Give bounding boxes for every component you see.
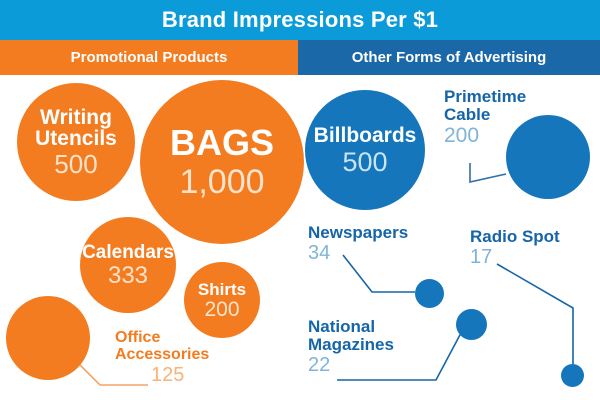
label-newspapers-value: 34	[308, 242, 331, 265]
bubble-calendars-value: 333	[107, 261, 149, 289]
category-other-advertising: Other Forms of Advertising	[298, 40, 600, 75]
bubble-billboards[interactable]: Billboards 500	[305, 90, 425, 210]
label-primetime-cable-line2: Cable	[444, 105, 491, 125]
bubble-billboards-label: Billboards	[313, 123, 417, 147]
label-national-magazines-line1: National	[308, 317, 376, 336]
bubble-primetime-cable[interactable]	[506, 115, 590, 199]
bubble-calendars-label: Calendars	[82, 241, 174, 263]
bubble-shirts-label: Shirts	[197, 279, 247, 299]
label-radio-spot: Radio Spot 17	[470, 227, 560, 269]
bubble-newspapers[interactable]	[415, 279, 444, 308]
category-left-label: Promotional Products	[70, 49, 228, 66]
bubble-bags-label: BAGS	[169, 122, 274, 163]
bubble-bags[interactable]: BAGS 1,000	[140, 80, 304, 244]
bubble-writing-utencils-label-line2: Utencils	[35, 127, 117, 150]
bubble-writing-utencils[interactable]: Writing Utencils 500	[17, 83, 135, 201]
title-band	[0, 0, 600, 40]
label-office-accessories-line2: Accessories	[115, 345, 210, 363]
bubble-bags-value: 1,000	[179, 163, 265, 201]
leader-primetime-cable	[469, 163, 507, 183]
page-title: Brand Impressions Per $1	[161, 7, 439, 32]
category-bar: Promotional Products Other Forms of Adve…	[0, 40, 600, 75]
label-office-accessories: Office Accessories 125	[115, 329, 210, 386]
label-newspapers-name: Newspapers	[308, 223, 409, 242]
bubble-shirts[interactable]: Shirts 200	[184, 262, 260, 338]
label-primetime-cable-value: 200	[444, 124, 480, 148]
label-primetime-cable-line1: Primetime	[444, 87, 527, 106]
label-national-magazines-value: 22	[308, 354, 331, 377]
bubble-national-magazines[interactable]	[456, 309, 487, 340]
category-promotional-products: Promotional Products	[0, 40, 298, 75]
bubble-shirts-value: 200	[204, 297, 240, 321]
label-national-magazines-line2: Magazines	[308, 335, 394, 355]
bubble-writing-utencils-label-line1: Writing	[40, 106, 112, 129]
bubble-writing-utencils-value: 500	[54, 149, 98, 179]
label-radio-spot-name: Radio Spot	[470, 227, 560, 246]
label-radio-spot-value: 17	[470, 246, 493, 269]
bubble-radio-spot[interactable]	[561, 364, 584, 387]
label-primetime-cable: Primetime Cable 200	[444, 87, 527, 148]
bubble-office-accessories[interactable]	[6, 296, 90, 380]
category-right-label: Other Forms of Advertising	[351, 49, 547, 66]
label-national-magazines: National Magazines 22	[308, 317, 394, 377]
label-newspapers: Newspapers 34	[308, 223, 409, 265]
leader-radio-spot	[496, 263, 574, 364]
label-office-accessories-value: 125	[151, 363, 185, 386]
bubble-calendars[interactable]: Calendars 333	[80, 217, 176, 313]
bubble-billboards-value: 500	[342, 146, 388, 177]
label-office-accessories-line1: Office	[115, 329, 161, 346]
